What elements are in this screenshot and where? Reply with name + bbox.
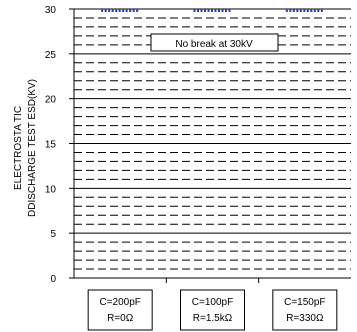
category-label-line: C=150pF xyxy=(284,297,325,308)
y-tick-label: 20 xyxy=(45,95,57,106)
category-label-box xyxy=(180,289,245,331)
category-label-line: C=200pF xyxy=(99,297,140,308)
category-label-box xyxy=(87,289,153,331)
annotation-text: No break at 30kV xyxy=(175,39,253,50)
annotation-box xyxy=(150,33,279,52)
annotation: No break at 30kV xyxy=(150,33,279,52)
y-axis-label-line-2: DDISCHARGE TEST ESD(KV) xyxy=(27,79,38,217)
category-label-line: R=1.5kΩ xyxy=(193,313,233,324)
y-tick-label: 5 xyxy=(50,229,56,240)
axes xyxy=(69,8,351,283)
category-labels: C=200pF R=0Ω C=100pF R=1.5kΩ C=150pF R=330Ω xyxy=(87,289,338,331)
category-label-box xyxy=(272,289,338,331)
y-tick-label: 10 xyxy=(45,184,57,195)
category-label-line: C=100pF xyxy=(192,297,233,308)
category-label-line: R=0Ω xyxy=(107,313,134,324)
category-label-line: R=330Ω xyxy=(286,313,324,324)
y-tick-labels: 0 5 10 15 20 25 30 xyxy=(45,5,57,285)
y-tick-label: 15 xyxy=(45,140,57,151)
y-tick-label: 30 xyxy=(45,5,57,16)
y-axis-label: ELECTROSTA TIC DDISCHARGE TEST ESD(KV) xyxy=(13,79,38,217)
y-tick-label: 25 xyxy=(45,50,57,61)
y-axis-label-line-1: ELECTROSTA TIC xyxy=(13,106,24,190)
y-tick-label: 0 xyxy=(50,274,56,285)
